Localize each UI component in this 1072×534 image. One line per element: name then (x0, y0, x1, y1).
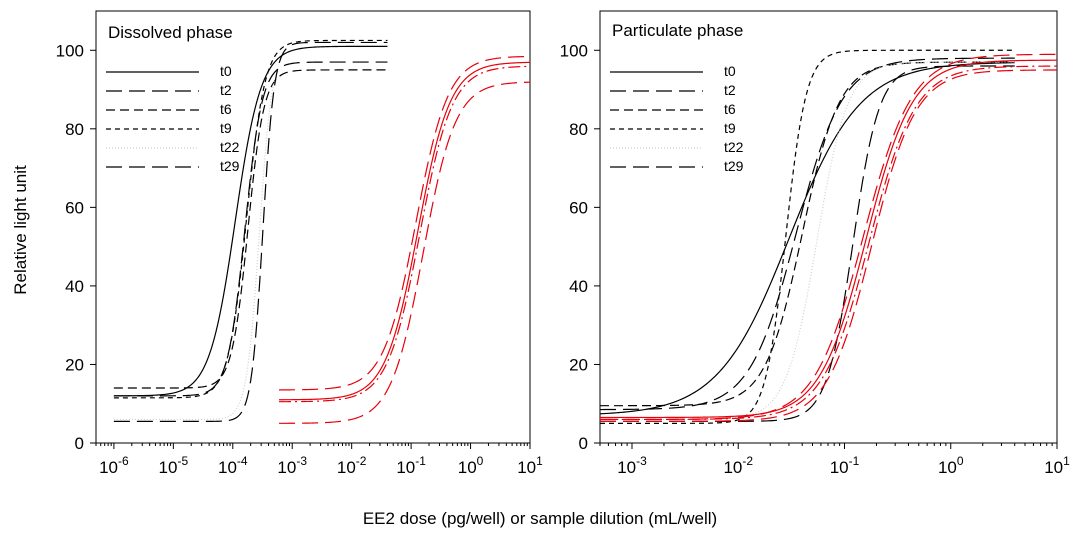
legend-label-t9: t9 (724, 120, 736, 136)
x-tick-exponent: 0 (477, 454, 484, 468)
x-tick-base: 10 (337, 458, 356, 477)
legend-label-t0: t0 (724, 63, 736, 79)
x-tick-base: 10 (1044, 458, 1063, 477)
x-tick-base: 10 (99, 458, 118, 477)
x-tick-exponent: -1 (415, 454, 426, 468)
series-reference-line (600, 59, 1058, 419)
y-axis-label: Relative light unit (11, 165, 30, 295)
series-t29-line (600, 65, 1015, 422)
x-tick-exponent: -6 (118, 454, 129, 468)
x-tick-exponent: 0 (957, 454, 964, 468)
y-tick-label: 0 (579, 434, 588, 453)
y-tick-label: 0 (75, 434, 84, 453)
x-tick-exponent: -2 (742, 454, 753, 468)
x-tick-base: 10 (458, 458, 477, 477)
x-tick-exponent: -3 (296, 454, 307, 468)
series-t22-line (600, 61, 1015, 421)
x-tick-label: 10-3 (277, 454, 307, 477)
series-reference-line (279, 55, 531, 391)
series-t29-line (113, 41, 388, 422)
series-reference-line (600, 69, 1057, 422)
series-t6-line (600, 61, 1015, 407)
x-tick-label: 10-5 (159, 454, 189, 477)
x-tick-label: 10-2 (723, 454, 753, 477)
y-tick-label: 60 (65, 198, 84, 217)
x-tick-base: 10 (218, 458, 237, 477)
legend-label-t6: t6 (220, 101, 232, 117)
legend-label-t29: t29 (220, 158, 240, 174)
y-tick-label: 60 (569, 198, 588, 217)
x-tick-exponent: -4 (237, 454, 248, 468)
x-tick-exponent: -3 (636, 454, 647, 468)
plot-frame (95, 10, 531, 444)
y-tick-label: 40 (65, 277, 84, 296)
x-tick-label: 10-1 (830, 454, 860, 477)
x-tick-label: 10-3 (617, 454, 647, 477)
y-tick-label: 20 (65, 355, 84, 374)
legend-label-t22: t22 (220, 139, 240, 155)
legend-label-t0: t0 (220, 63, 232, 79)
x-tick-label: 10-1 (396, 454, 426, 477)
y-tick-label: 40 (569, 277, 588, 296)
x-tick-label: 10-6 (99, 454, 129, 477)
series-t0-line (113, 45, 388, 397)
legend-label-t9: t9 (220, 120, 232, 136)
series-t0-line (599, 62, 1015, 415)
x-tick-base: 10 (723, 458, 742, 477)
series-t2-line (113, 61, 388, 397)
x-axis-label: EE2 dose (pg/well) or sample dilution (m… (363, 509, 717, 528)
y-tick-label: 100 (560, 41, 588, 60)
x-tick-label: 100 (458, 454, 484, 477)
x-tick-base: 10 (830, 458, 849, 477)
x-tick-base: 10 (396, 458, 415, 477)
series-t6-line (113, 69, 388, 389)
y-tick-label: 20 (569, 355, 588, 374)
series-reference-line (279, 65, 531, 403)
curves (113, 39, 531, 424)
y-tick-label: 80 (65, 120, 84, 139)
legend-label-t2: t2 (724, 82, 736, 98)
panel-title-dissolved: Dissolved phase (108, 23, 233, 42)
series-t2-line (599, 57, 1015, 411)
x-tick-base: 10 (617, 458, 636, 477)
x-tick-label: 100 (938, 454, 964, 477)
x-tick-base: 10 (517, 458, 536, 477)
series-reference-line (279, 81, 531, 424)
x-tick-label: 10-4 (218, 454, 248, 477)
legend-label-t6: t6 (724, 101, 736, 117)
x-tick-exponent: -2 (356, 454, 367, 468)
x-tick-exponent: -5 (177, 454, 188, 468)
x-tick-label: 101 (517, 454, 543, 477)
curves (599, 49, 1058, 424)
series-reference-line (279, 61, 531, 401)
x-tick-exponent: -1 (849, 454, 860, 468)
x-tick-base: 10 (159, 458, 178, 477)
legend-label-t29: t29 (724, 158, 744, 174)
x-tick-label: 10-2 (337, 454, 367, 477)
series-t9-line (600, 49, 1015, 424)
panel-title-particulate: Particulate phase (612, 21, 743, 40)
x-tick-label: 101 (1044, 454, 1070, 477)
legend-label-t22: t22 (724, 139, 744, 155)
x-tick-exponent: 1 (536, 454, 543, 468)
series-t9-line (113, 39, 388, 399)
legend-label-t2: t2 (220, 82, 232, 98)
x-tick-exponent: 1 (1063, 454, 1070, 468)
y-tick-label: 80 (569, 120, 588, 139)
x-tick-base: 10 (277, 458, 296, 477)
series-reference-line (600, 65, 1058, 421)
series-reference-line (600, 53, 1058, 421)
x-tick-base: 10 (938, 458, 957, 477)
y-tick-label: 100 (56, 41, 84, 60)
